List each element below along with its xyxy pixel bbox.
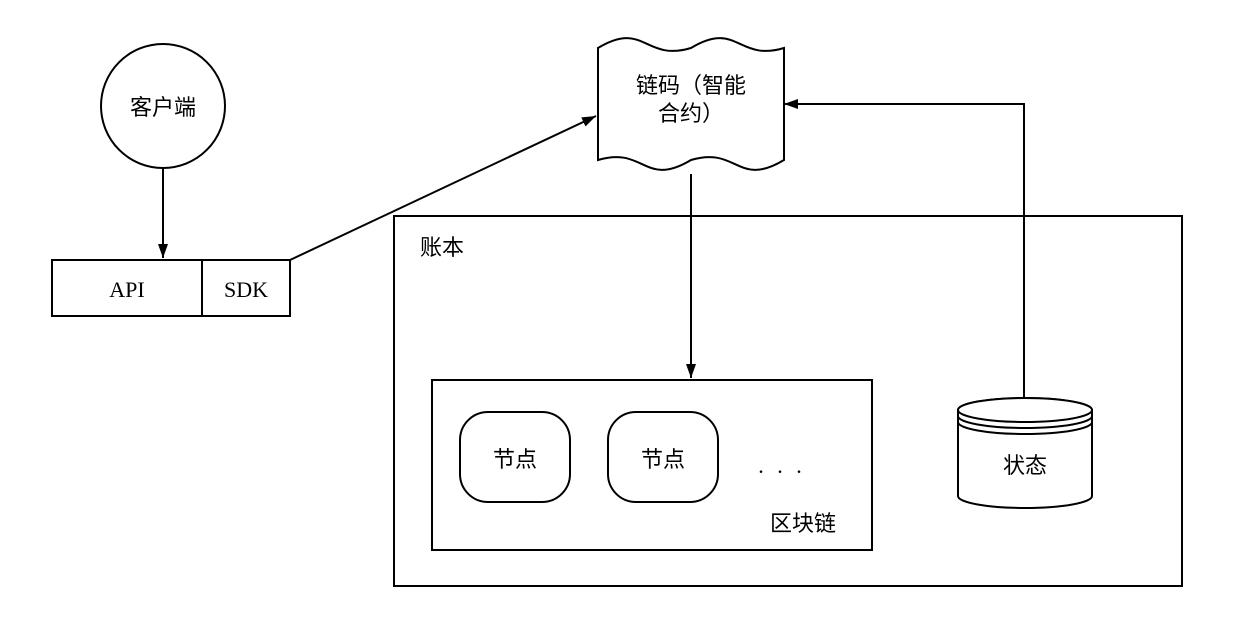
diagram-canvas — [0, 0, 1240, 617]
